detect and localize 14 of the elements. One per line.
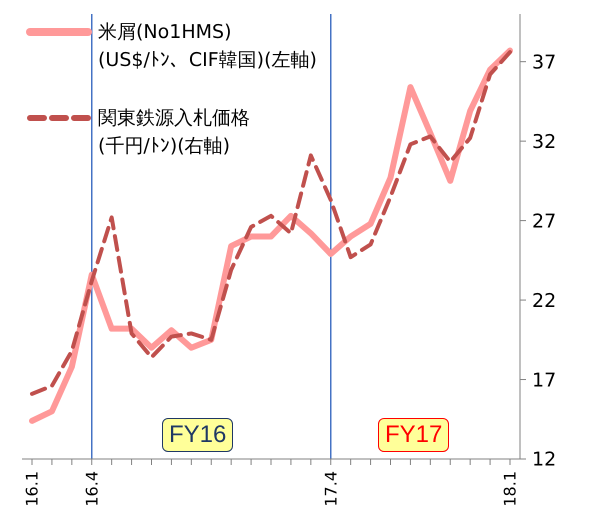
annotation: FY17 [378,418,450,452]
x-tick-label: 16.4 [82,471,102,507]
x-tick-label: 17.4 [321,471,340,507]
y2-tick-label: 32 [532,130,556,153]
legend-label: 関東鉄源入札価格 (千円/ﾄﾝ)(右軸) [98,106,250,159]
x-tick-label: 18.1 [500,471,520,507]
legend-label: 米屑(No1HMS) (US$/ﾄﾝ、CIF韓国)(左軸) [98,20,317,73]
y2-tick-label: 22 [532,290,556,312]
y2-tick-label: 37 [532,51,556,74]
x-tick-label: 16.1 [22,471,42,507]
y2-tick-label: 17 [532,369,556,392]
annotation: FY16 [162,418,234,452]
y2-tick-label: 12 [532,448,556,471]
y2-tick-label: 27 [532,210,556,232]
